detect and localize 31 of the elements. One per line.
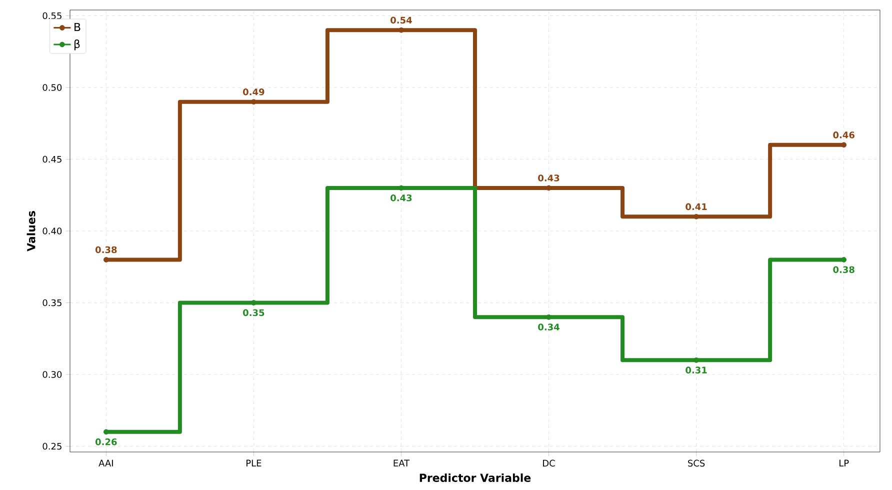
point xyxy=(398,27,404,33)
data-label: 0.34 xyxy=(538,324,560,330)
data-label: 0.46 xyxy=(833,132,854,138)
x-axis-title: Predictor Variable xyxy=(420,473,531,482)
x-tick-label: DC xyxy=(543,460,555,467)
y-tick-label: 0.55 xyxy=(42,12,62,20)
x-tick-label: AAI xyxy=(98,460,113,466)
data-label: 0.38 xyxy=(833,266,854,274)
y-tick-label: 0.50 xyxy=(42,84,62,91)
y-tick-label: 0.45 xyxy=(42,156,62,163)
legend-label: β xyxy=(74,40,80,50)
y-tick-label: 0.25 xyxy=(42,442,62,450)
x-tick-label: EAT xyxy=(394,460,410,466)
x-tick-label: LP xyxy=(840,460,849,466)
data-label: 0.49 xyxy=(243,88,264,96)
data-label: 0.35 xyxy=(243,309,264,316)
data-label: 0.54 xyxy=(390,16,412,24)
data-label: 0.43 xyxy=(538,174,560,182)
x-tick-label: SCS xyxy=(688,460,705,467)
data-label: 0.38 xyxy=(95,246,117,254)
data-label: 0.43 xyxy=(390,194,412,202)
legend-label: B xyxy=(74,23,80,32)
data-label: 0.26 xyxy=(95,438,117,446)
y-axis-title: Values xyxy=(26,211,36,252)
point xyxy=(546,314,552,320)
data-label: 0.41 xyxy=(686,203,707,210)
y-tick-label: 0.40 xyxy=(42,228,62,234)
y-tick-label: 0.35 xyxy=(42,299,62,306)
x-tick-label: PLE xyxy=(246,460,262,466)
y-tick-label: 0.30 xyxy=(42,371,62,378)
data-label: 0.31 xyxy=(686,366,707,374)
